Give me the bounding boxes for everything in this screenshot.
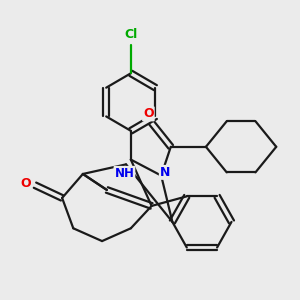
Text: O: O — [21, 177, 31, 190]
Text: O: O — [143, 107, 154, 120]
Text: N: N — [160, 166, 170, 179]
Text: NH: NH — [115, 167, 134, 180]
Text: Cl: Cl — [124, 28, 137, 41]
